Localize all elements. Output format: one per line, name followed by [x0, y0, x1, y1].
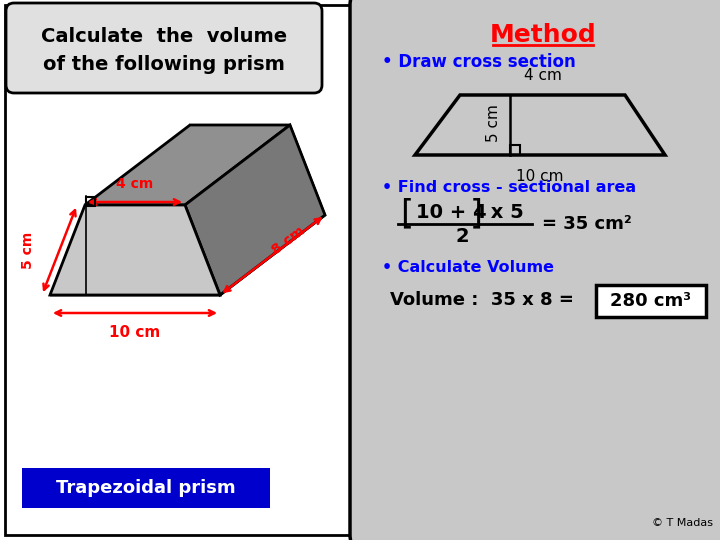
- Polygon shape: [185, 125, 325, 295]
- Text: Method: Method: [490, 23, 596, 47]
- Text: 5 cm: 5 cm: [487, 104, 502, 142]
- Bar: [510, 145, 520, 155]
- Text: 280 cm³: 280 cm³: [611, 292, 691, 310]
- Polygon shape: [415, 95, 665, 155]
- Text: • Calculate Volume: • Calculate Volume: [382, 260, 554, 275]
- Text: © T Madas: © T Madas: [652, 518, 713, 528]
- Polygon shape: [50, 205, 220, 295]
- Text: Trapezoidal prism: Trapezoidal prism: [56, 479, 236, 497]
- Text: 4 cm: 4 cm: [117, 177, 153, 191]
- Text: Volume :  35 x 8 =: Volume : 35 x 8 =: [390, 291, 574, 309]
- Text: 2: 2: [455, 226, 469, 246]
- FancyBboxPatch shape: [596, 285, 706, 317]
- Text: = 35 cm²: = 35 cm²: [542, 215, 631, 233]
- Polygon shape: [155, 125, 325, 215]
- FancyBboxPatch shape: [22, 468, 270, 508]
- FancyBboxPatch shape: [5, 5, 357, 535]
- Text: • Find cross - sectional area: • Find cross - sectional area: [382, 180, 636, 195]
- Text: 8 cm: 8 cm: [269, 224, 307, 258]
- Polygon shape: [85, 125, 290, 205]
- Text: 4 cm: 4 cm: [523, 68, 562, 83]
- Text: of the following prism: of the following prism: [43, 56, 285, 75]
- FancyBboxPatch shape: [6, 3, 322, 93]
- Text: ]: ]: [470, 198, 483, 231]
- Text: x 5: x 5: [484, 204, 523, 222]
- Text: 5 cm: 5 cm: [21, 231, 35, 268]
- Text: • Draw cross section: • Draw cross section: [382, 53, 576, 71]
- Text: 10 + 4: 10 + 4: [416, 204, 487, 222]
- Text: 10 cm: 10 cm: [109, 325, 161, 340]
- Text: [: [: [400, 198, 413, 231]
- FancyBboxPatch shape: [350, 0, 720, 540]
- Text: 10 cm: 10 cm: [516, 169, 564, 184]
- Bar: [86, 197, 95, 206]
- Polygon shape: [50, 215, 325, 295]
- Text: Calculate  the  volume: Calculate the volume: [41, 28, 287, 46]
